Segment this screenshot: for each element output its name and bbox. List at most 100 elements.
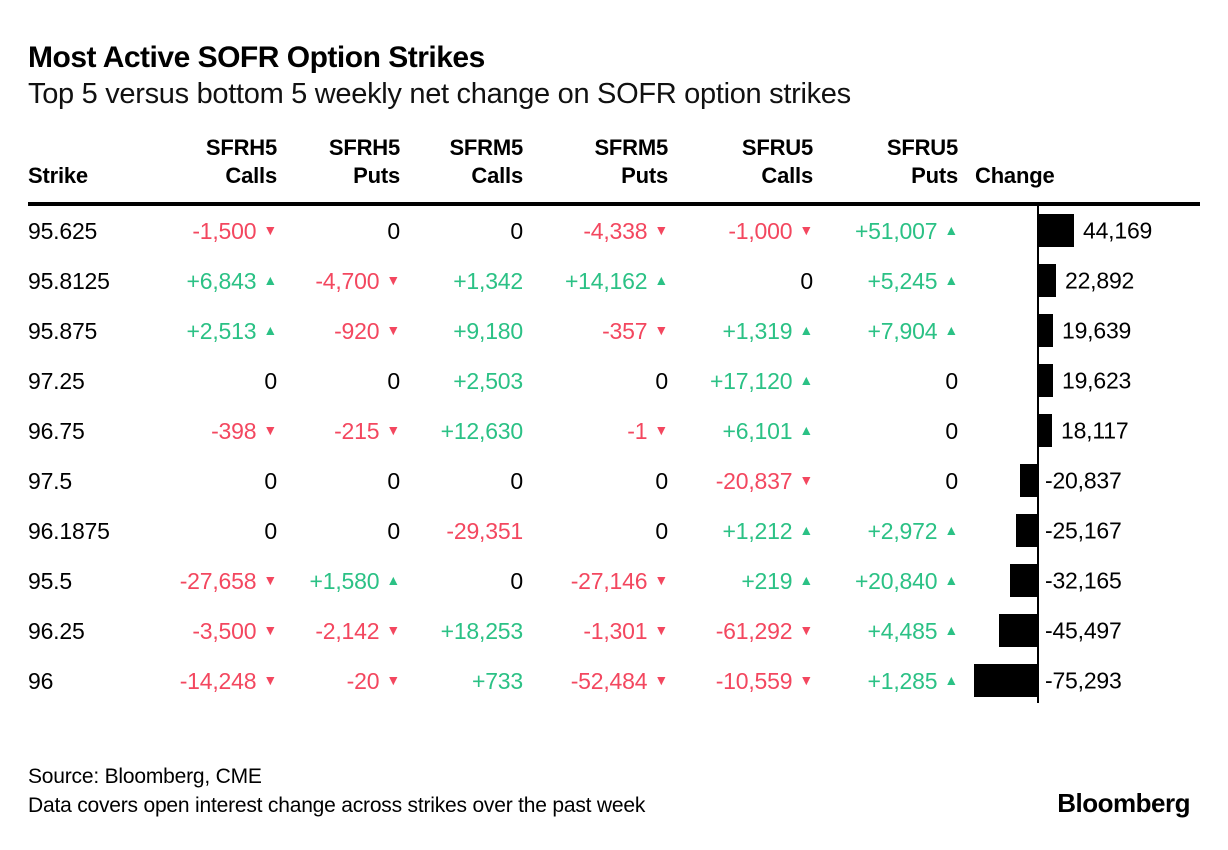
down-arrow-icon: ▼ (263, 222, 277, 238)
value-text: -14,248 (179, 667, 257, 694)
change-bar (1020, 464, 1037, 497)
value-cell: +2,972 ▲ (813, 517, 959, 545)
value-cell: +4,485 ▲ (813, 617, 959, 645)
source-text: Source: Bloomberg, CME (28, 765, 262, 788)
strike-value: 95.8125 (28, 267, 110, 294)
value-text: +1,319 (722, 317, 793, 344)
strike-value: 95.5 (28, 567, 72, 594)
value-text: +20,840 (854, 567, 938, 594)
down-arrow-icon: ▼ (386, 272, 400, 288)
value-text: 0 (387, 467, 400, 494)
value-cell: -4,338 ▼ (523, 218, 668, 245)
up-arrow-icon: ▲ (654, 272, 668, 288)
footer: Source: Bloomberg, CME Data covers open … (28, 762, 1200, 820)
up-arrow-icon: ▲ (799, 522, 813, 538)
value-cell: -2,142 ▼ (277, 618, 400, 645)
down-arrow-icon: ▼ (386, 322, 400, 338)
value-cell: +1,212 ▲ (668, 518, 814, 545)
change-value: -32,165 (1045, 567, 1122, 594)
table-row: 95.625 -1,500 ▼ 0 0 -4,338 ▼ -1,000 ▼ +51,007 ▲ 44,… (28, 206, 1200, 256)
value-text: +9,180 (453, 317, 523, 344)
value-text: +7,904 (867, 317, 938, 344)
footnote-text: Data covers open interest change across … (28, 794, 646, 817)
value-text: -20,837 (715, 467, 793, 494)
up-arrow-icon: ▲ (799, 422, 813, 438)
change-cell: -20,837 (958, 456, 1200, 506)
table-row: 96.1875 0 0 -29,351 0 +1,212 ▲ +2,972 ▲ -25,167 (28, 506, 1200, 556)
value-cell: 0 (277, 468, 400, 495)
value-cell: 0 (400, 218, 523, 245)
value-cell: +1,342 (400, 268, 523, 295)
value-text: 0 (945, 367, 958, 394)
value-text: 0 (800, 267, 813, 294)
up-arrow-icon: ▲ (944, 622, 958, 638)
strike-value: 96 (28, 667, 54, 694)
value-cell: -920 ▼ (277, 318, 400, 345)
strike-value: 96.25 (28, 617, 85, 644)
up-arrow-icon: ▲ (799, 372, 813, 388)
up-arrow-icon: ▲ (263, 272, 277, 288)
up-arrow-icon: ▲ (263, 322, 277, 338)
value-cell: +12,630 (400, 418, 524, 445)
value-cell: -52,484 ▼ (523, 668, 668, 695)
value-cell: -1,000 ▼ (668, 218, 813, 245)
value-cell: +14,162 ▲ (523, 268, 668, 295)
up-arrow-icon: ▲ (944, 522, 958, 538)
value-cell: -20 ▼ (277, 667, 401, 695)
strike-value: 95.625 (28, 217, 98, 244)
value-text: +6,101 (722, 417, 793, 444)
change-bar (1037, 314, 1053, 347)
value-text: +2,503 (453, 367, 523, 394)
change-cell: 22,892 (958, 256, 1200, 306)
value-cell: 0 (277, 518, 400, 545)
column-header-sfrm5-calls: SFRM5 Calls (449, 135, 523, 188)
value-text: 0 (655, 467, 668, 494)
value-text: -1 (627, 417, 648, 444)
value-cell: -14,248 ▼ (158, 668, 277, 695)
value-text: +4,485 (867, 617, 938, 644)
value-cell: 0 (813, 468, 958, 495)
table-row: 96.25 -3,500 ▼ -2,142 ▼ +18,253 -1,301 ▼ -61,292… (28, 606, 1200, 656)
value-cell: -1,500 ▼ (158, 218, 277, 245)
up-arrow-icon: ▲ (799, 322, 813, 338)
value-cell: +1,580 ▲ (277, 568, 401, 595)
value-cell: +6,843 ▲ (158, 268, 278, 295)
value-text: 0 (387, 367, 400, 394)
value-cell: -215 ▼ (277, 418, 400, 445)
value-text: 0 (510, 467, 523, 494)
change-bar (1037, 214, 1074, 247)
bloomberg-logo: Bloomberg (1057, 788, 1190, 818)
value-text: -1,000 (728, 217, 793, 244)
column-header-sfrh5-calls: SFRH5 Calls (205, 135, 277, 188)
value-cell: +1,285 ▲ (813, 668, 959, 695)
value-cell: -357 ▼ (523, 318, 668, 345)
column-header-sfru5-puts: SFRU5 Puts (886, 135, 958, 188)
table-row: 97.5 0 0 0 0 -20,837 ▼ 0 -20,837 (28, 456, 1200, 506)
change-bar (1037, 364, 1053, 397)
value-text: -3,500 (192, 617, 257, 644)
value-text: -20 (346, 667, 380, 694)
change-bar (1010, 564, 1037, 597)
value-text: -27,146 (570, 567, 648, 594)
strikes-table: Strike SFRH5 Calls SFRH5 Puts SFRM5 Call… (28, 134, 1200, 706)
down-arrow-icon: ▼ (654, 422, 668, 438)
value-cell: +2,513 ▲ (158, 318, 278, 345)
change-value: 44,169 (1083, 217, 1153, 244)
value-text: +2,972 (867, 517, 938, 544)
down-arrow-icon: ▼ (263, 622, 277, 638)
value-text: -61,292 (715, 617, 793, 644)
change-cell: -25,167 (958, 506, 1200, 556)
value-cell: -27,146 ▼ (523, 568, 668, 595)
value-text: +733 (471, 667, 523, 694)
change-bar (1037, 414, 1052, 447)
change-value: -45,497 (1045, 617, 1122, 644)
value-text: 0 (264, 467, 277, 494)
value-text: -27,658 (179, 567, 257, 594)
up-arrow-icon: ▲ (944, 272, 958, 288)
change-cell: 19,639 (958, 306, 1200, 356)
table-row: 95.5 -27,658 ▼ +1,580 ▲ 0 -27,146 ▼ +219 ▲ +20,840… (28, 556, 1200, 606)
change-cell: 18,117 (958, 406, 1200, 456)
down-arrow-icon: ▼ (386, 622, 400, 638)
value-cell: -61,292 ▼ (668, 618, 813, 645)
column-header-sfru5-calls: SFRU5 Calls (741, 135, 813, 188)
